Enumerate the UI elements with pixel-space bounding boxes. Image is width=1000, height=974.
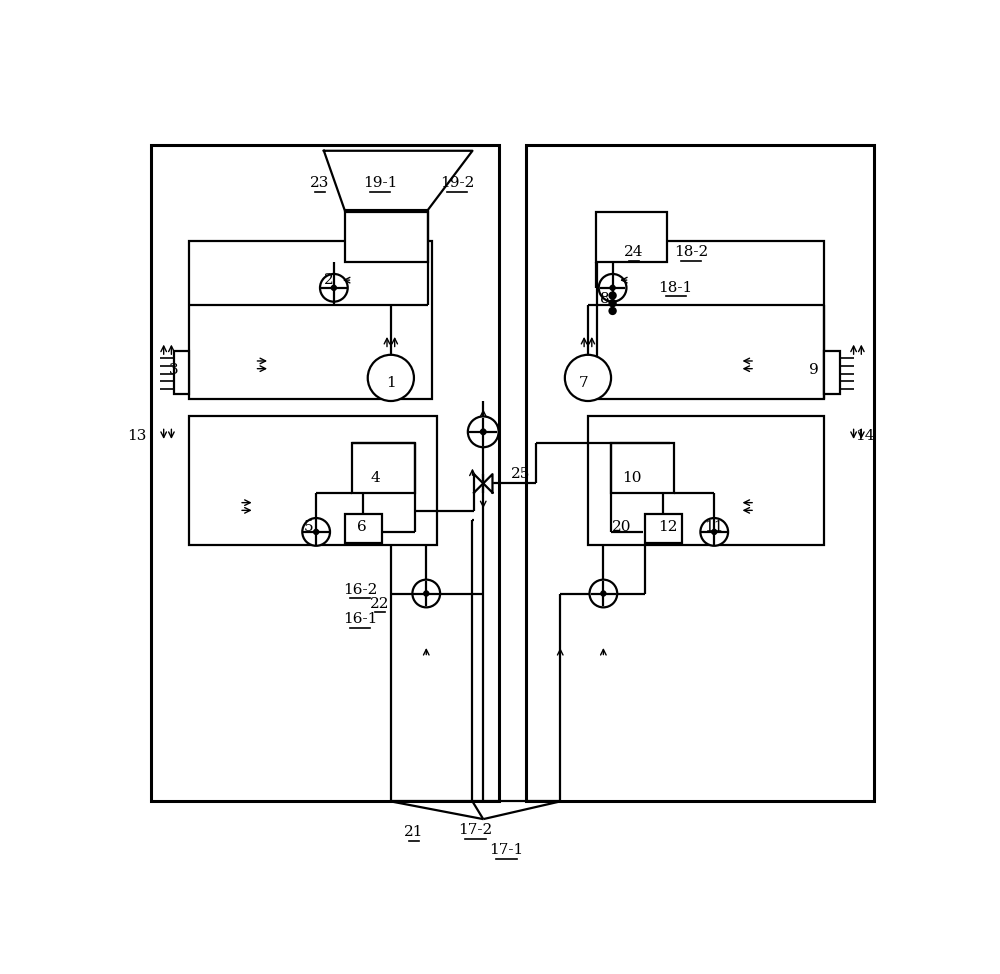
Bar (596, 212, 667, 262)
Bar (189, 241, 432, 398)
Circle shape (700, 518, 728, 545)
Text: 2: 2 (324, 273, 334, 287)
Circle shape (610, 308, 616, 314)
Circle shape (368, 355, 414, 401)
Text: 24: 24 (624, 245, 644, 259)
Bar (824, 352, 840, 393)
Bar (597, 241, 824, 398)
Text: 11: 11 (704, 519, 724, 534)
Text: 12: 12 (658, 519, 678, 534)
Circle shape (589, 580, 617, 608)
Text: 25: 25 (511, 468, 530, 481)
Circle shape (302, 518, 330, 545)
Circle shape (332, 285, 336, 290)
Text: 17-1: 17-1 (489, 843, 523, 857)
Text: 22: 22 (370, 596, 390, 611)
Text: 6: 6 (357, 519, 367, 534)
Polygon shape (483, 474, 492, 493)
Text: 21: 21 (404, 825, 424, 840)
Bar (588, 416, 824, 545)
Bar (345, 514, 382, 543)
Polygon shape (324, 151, 472, 210)
Bar (151, 145, 499, 802)
Bar (352, 443, 415, 494)
Text: 18-2: 18-2 (674, 245, 708, 259)
Bar (611, 443, 674, 494)
Text: 16-1: 16-1 (343, 612, 377, 626)
Text: 20: 20 (612, 519, 632, 534)
Circle shape (712, 530, 716, 534)
Text: 5: 5 (304, 519, 313, 534)
Bar (526, 145, 874, 802)
Text: 4: 4 (371, 471, 380, 485)
Circle shape (610, 292, 616, 299)
Bar (189, 416, 437, 545)
Text: 18-1: 18-1 (659, 281, 693, 295)
Bar (645, 514, 682, 543)
Text: 16-2: 16-2 (343, 582, 377, 597)
Circle shape (412, 580, 440, 608)
Bar (345, 212, 428, 262)
Circle shape (468, 417, 499, 447)
Circle shape (601, 591, 605, 595)
Circle shape (611, 285, 615, 290)
Circle shape (481, 430, 486, 434)
Bar (174, 352, 189, 393)
Text: 10: 10 (622, 471, 642, 485)
Circle shape (320, 274, 348, 302)
Text: 7: 7 (579, 376, 588, 391)
Circle shape (565, 355, 611, 401)
Text: 17-2: 17-2 (458, 823, 493, 837)
Text: 23: 23 (310, 176, 330, 190)
Circle shape (599, 274, 626, 302)
Text: 19-1: 19-1 (363, 176, 397, 190)
Circle shape (314, 530, 318, 534)
Text: 9: 9 (809, 363, 819, 377)
Text: 13: 13 (127, 429, 146, 442)
Circle shape (424, 591, 428, 595)
Text: 14: 14 (855, 429, 875, 442)
Text: 19-2: 19-2 (440, 176, 474, 190)
Text: 1: 1 (386, 376, 396, 391)
Text: 3: 3 (169, 363, 179, 377)
Circle shape (610, 300, 616, 306)
Text: 8: 8 (600, 291, 610, 306)
Polygon shape (474, 474, 483, 493)
